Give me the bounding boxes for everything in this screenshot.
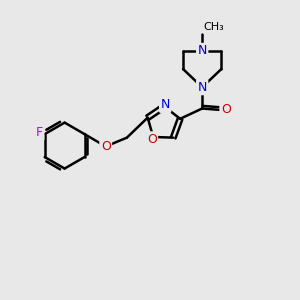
- Text: O: O: [147, 133, 157, 146]
- Text: CH₃: CH₃: [204, 22, 224, 32]
- Text: O: O: [221, 103, 231, 116]
- Text: N: N: [197, 81, 207, 94]
- Text: N: N: [160, 98, 170, 112]
- Text: O: O: [101, 140, 111, 153]
- Text: N: N: [197, 44, 207, 57]
- Text: F: F: [36, 126, 43, 139]
